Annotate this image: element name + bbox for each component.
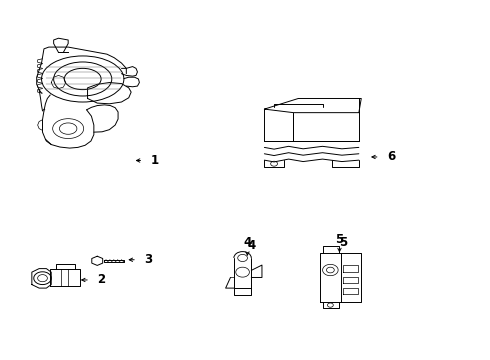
Text: 4: 4 xyxy=(247,239,256,252)
Text: 5: 5 xyxy=(335,233,343,246)
Text: 2: 2 xyxy=(97,274,105,287)
Text: 4: 4 xyxy=(243,235,251,248)
Text: 3: 3 xyxy=(144,253,152,266)
Text: 5: 5 xyxy=(340,235,348,248)
Text: 1: 1 xyxy=(150,154,159,167)
Text: 6: 6 xyxy=(387,150,395,163)
